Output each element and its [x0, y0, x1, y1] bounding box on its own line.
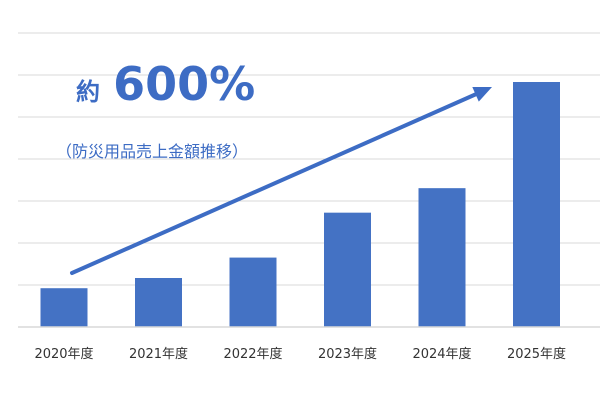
trend-arrow	[70, 86, 492, 275]
x-tick-labels: 2020年度 2021年度 2022年度 2023年度 2024年度 2025年度	[34, 346, 566, 362]
bar-2024年度	[418, 188, 466, 327]
bar-2020年度	[40, 288, 88, 327]
bar-2021年度	[135, 278, 182, 327]
x-tick-label: 2023年度	[318, 346, 377, 362]
x-tick-label: 2024年度	[412, 346, 471, 362]
bar-2023年度	[324, 212, 371, 327]
x-tick-label: 2025年度	[507, 346, 566, 362]
x-tick-label: 2022年度	[223, 346, 282, 362]
bar-2025年度	[513, 82, 560, 327]
x-tick-label: 2021年度	[129, 346, 188, 362]
headline-prefix: 約	[76, 78, 100, 106]
headline: 約 600%	[76, 57, 255, 111]
trend-arrow-head	[472, 86, 492, 102]
bars	[40, 82, 560, 327]
headline-caption: （防災用品売上金額推移）	[56, 142, 248, 161]
gridlines	[18, 32, 600, 286]
bar-2022年度	[229, 257, 277, 327]
trend-arrow-shaft	[70, 89, 484, 275]
headline-value: 600%	[113, 57, 255, 111]
x-tick-label: 2020年度	[34, 346, 93, 362]
